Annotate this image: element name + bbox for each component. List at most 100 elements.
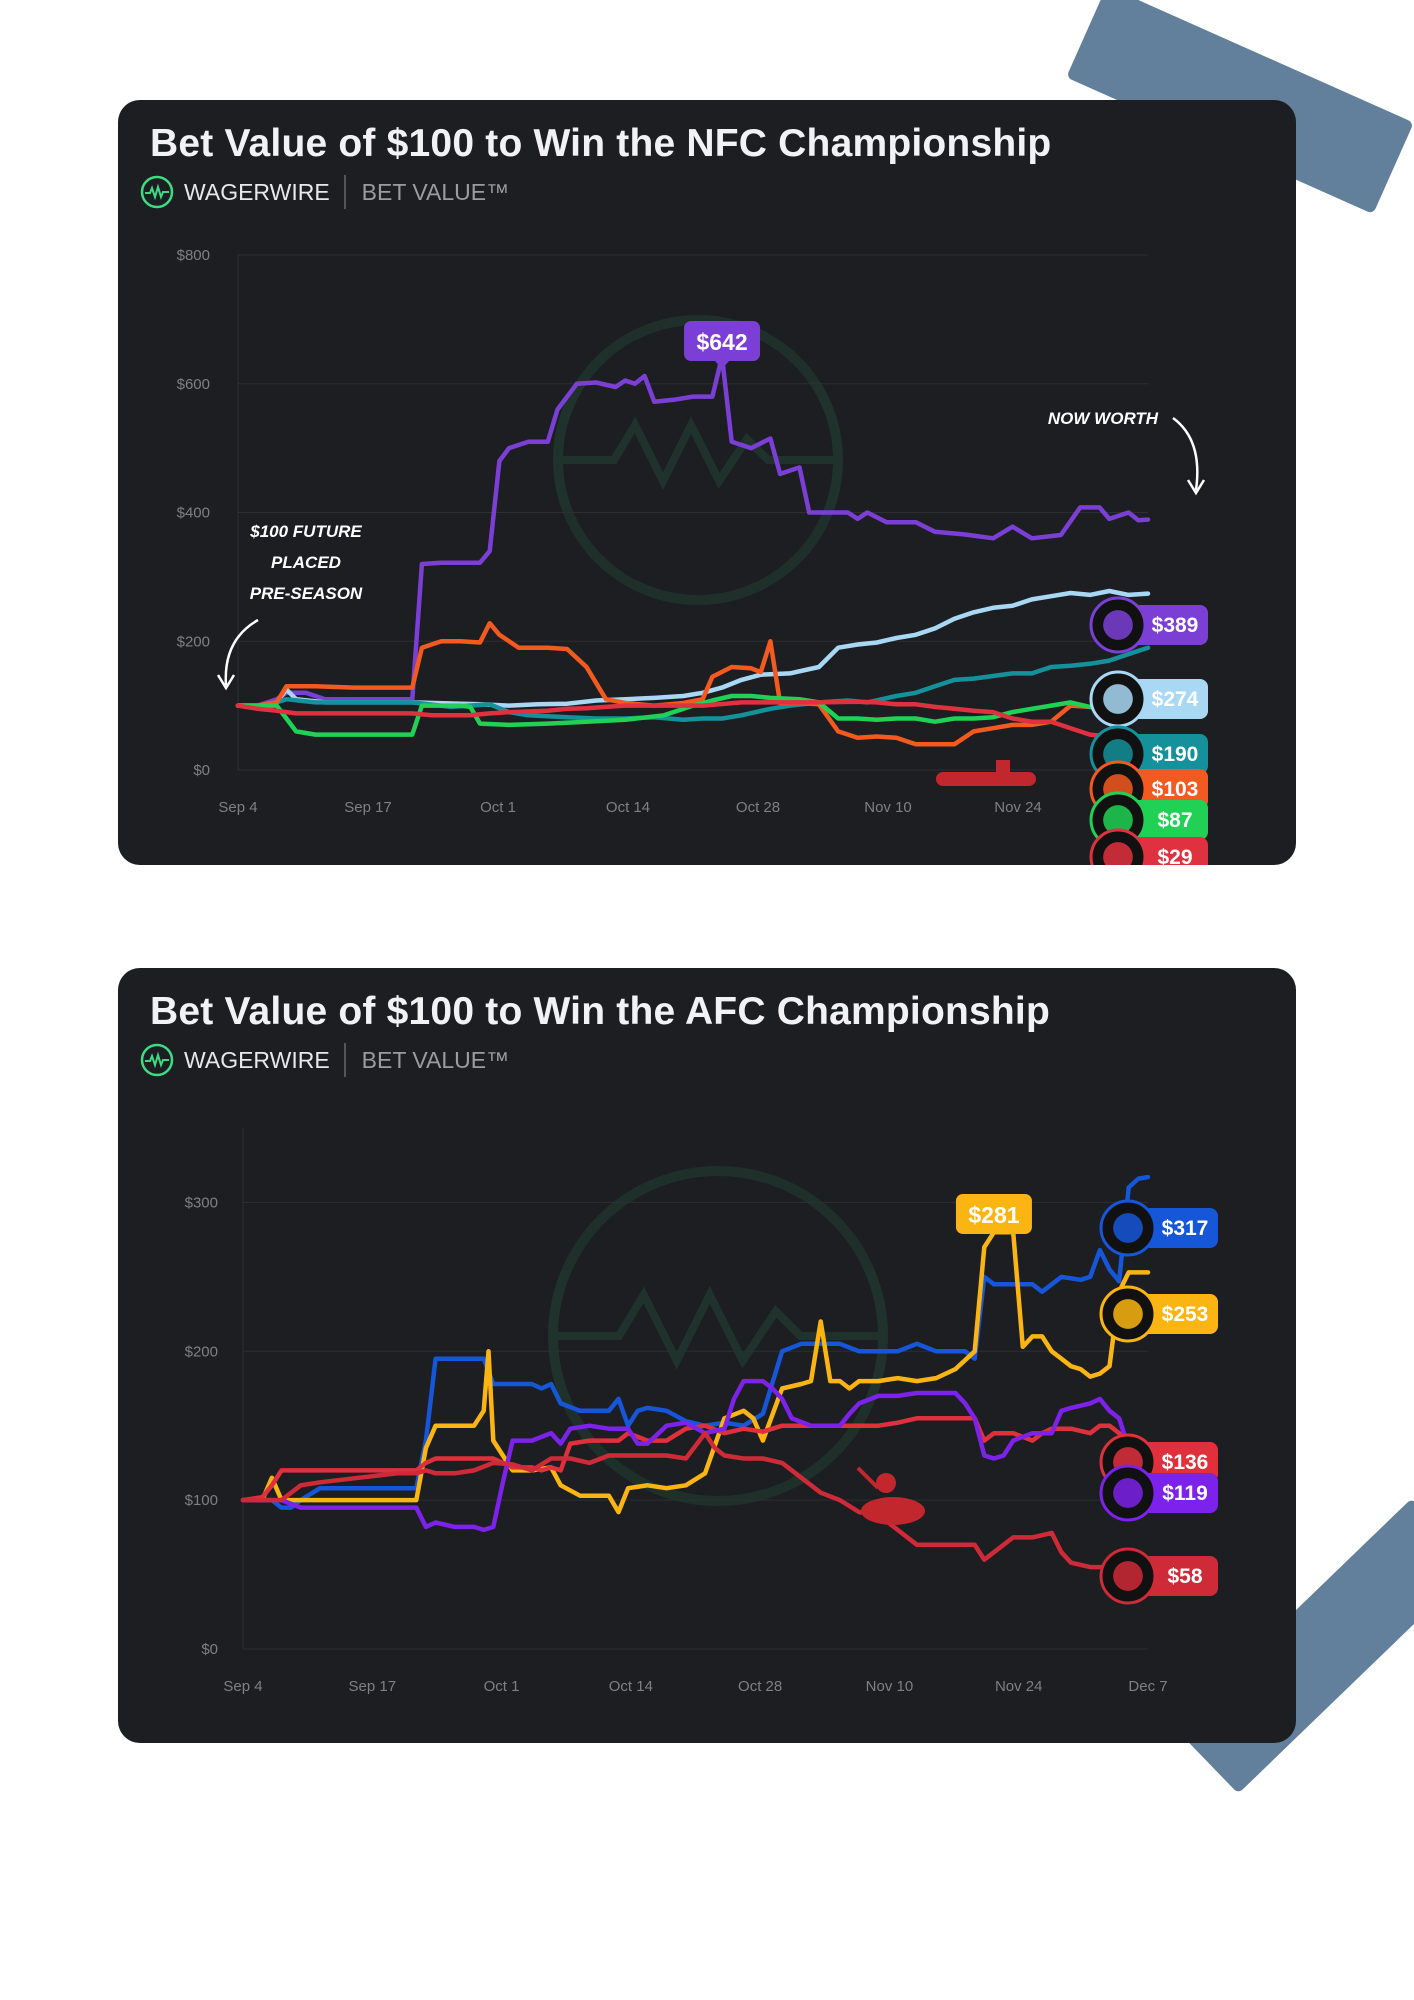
y-tick-label: $400 (177, 505, 210, 522)
end-label-ravens: $119 (1099, 1464, 1218, 1522)
x-tick-label: Oct 28 (738, 1678, 782, 1695)
end-label-value: $317 (1162, 1217, 1209, 1240)
rider-head (876, 1473, 896, 1493)
annotation-line: PRE-SEASON (250, 584, 363, 603)
packers-logo-icon-mark (1103, 805, 1133, 835)
ravens-logo-icon-mark (1113, 1478, 1143, 1508)
peak-callout: $642 (684, 321, 761, 369)
watermark-ring (548, 1166, 888, 1506)
end-label-value: $253 (1162, 1303, 1209, 1326)
callout-box (684, 321, 761, 361)
steelers-logo-icon-mark (1113, 1299, 1143, 1329)
end-label-value: $136 (1162, 1451, 1209, 1474)
nfc-chart-card: Bet Value of $100 to Win the NFC Champio… (118, 100, 1296, 865)
annotation-right: NOW WORTH (1048, 409, 1206, 496)
falcons-logo-icon-mark (1103, 842, 1133, 865)
vikings-logo-icon-mark (1103, 610, 1133, 640)
texans-logo-icon-mark (1113, 1561, 1143, 1591)
rider-arm (856, 1466, 880, 1490)
annotation-left: $100 FUTURE PLACED PRE-SEASON (216, 522, 363, 691)
x-tick-label: Dec 7 (1128, 1678, 1167, 1695)
x-tick-label: Sep 17 (344, 799, 392, 816)
x-tick-label: Sep 4 (223, 1678, 262, 1695)
series-line-texans (240, 1430, 1151, 1570)
x-tick-label: Nov 24 (994, 799, 1042, 816)
x-tick-label: Oct 1 (480, 799, 516, 816)
end-label-value: $389 (1152, 614, 1199, 637)
y-tick-label: $100 (185, 1492, 218, 1509)
end-label-value: $119 (1162, 1482, 1208, 1505)
annotation-line: PLACED (271, 553, 341, 572)
afc-line-chart: $0 $100 $200 $300 Sep 4 Sep 17 Oct 1 Oct 14 Oct … (185, 1128, 1218, 1695)
x-tick-label: Oct 14 (609, 1678, 653, 1695)
brand-divider (343, 175, 346, 209)
wagerwire-logo-icon (140, 1043, 174, 1077)
x-tick-label: Sep 17 (349, 1678, 397, 1695)
x-tick-label: Oct 28 (736, 799, 780, 816)
series-line-ravens (240, 1378, 1151, 1533)
annotation-line: NOW WORTH (1048, 409, 1159, 428)
eagles-logo-icon-mark (1103, 739, 1133, 769)
wagerwire-logo-icon (140, 175, 174, 209)
watermark-ring (553, 315, 843, 605)
y-tick-label: $200 (185, 1343, 218, 1360)
arrow-head-icon (216, 674, 236, 691)
end-label-value: $274 (1152, 688, 1199, 711)
end-label-vikings: $389 (1089, 596, 1208, 654)
nfc-line-chart: $0 $200 $400 $600 $800 Sep 4 Sep 17 Oct 1 Oct 14… (177, 247, 1208, 865)
peak-callout: $281 (955, 1194, 1032, 1234)
end-label-lions: $274 (1089, 670, 1208, 728)
bull-body (861, 1497, 925, 1525)
brand-product: BET VALUE™ (361, 1046, 510, 1073)
chart-title: Bet Value of $100 to Win the NFC Champio… (150, 122, 1052, 165)
brand-bar: WAGERWIRE BET VALUE™ (140, 172, 509, 212)
wagerwire-watermark-icon (553, 315, 843, 605)
x-tick-label: Oct 1 (484, 1678, 520, 1695)
x-tick-label: Oct 14 (606, 799, 650, 816)
bills-logo-icon-mark (1113, 1213, 1143, 1243)
lions-logo-icon-mark (1103, 684, 1133, 714)
callout-pointer (715, 361, 730, 369)
y-tick-label: $300 (185, 1194, 218, 1211)
end-label-steelers: $253 (1099, 1285, 1218, 1343)
end-label-falcons: $29 (1089, 828, 1208, 865)
series-line-packers (235, 693, 1151, 737)
series-line-vikings (235, 354, 1151, 708)
watermark-wave (558, 416, 838, 490)
x-tick-label: Nov 24 (995, 1678, 1043, 1695)
x-tick-label: Nov 10 (866, 1678, 914, 1695)
submarine-icon (936, 760, 1036, 786)
y-tick-label: $800 (177, 247, 210, 264)
callout-box (955, 1194, 1032, 1234)
x-tick-label: Nov 10 (864, 799, 912, 816)
end-label-texans: $58 (1099, 1547, 1218, 1605)
annotation-line: $100 FUTURE (249, 522, 362, 541)
end-label-value: $103 (1152, 778, 1199, 801)
y-tick-label: $0 (193, 762, 210, 779)
brand-name: WAGERWIRE (184, 1046, 330, 1073)
watermark-wave (553, 1285, 883, 1370)
callout-label: $642 (696, 329, 747, 355)
arrow-head-icon (1186, 479, 1206, 496)
chart-title: Bet Value of $100 to Win the AFC Champio… (150, 990, 1050, 1033)
submarine-hull (936, 772, 1036, 786)
y-tick-label: $0 (201, 1641, 218, 1658)
rodeo-bull-icon (856, 1466, 925, 1525)
series-line-seahawks (235, 620, 1151, 747)
end-label-value: $58 (1167, 1565, 1202, 1588)
brand-divider (343, 1043, 346, 1077)
wagerwire-watermark-icon (548, 1166, 888, 1506)
series-line-eagles (235, 645, 1151, 723)
x-tick-label: Sep 4 (218, 799, 257, 816)
annotation-arrow-left (224, 618, 259, 686)
end-label-value: $29 (1157, 846, 1192, 865)
annotation-arrow-right (1172, 416, 1199, 491)
end-label-value: $87 (1157, 809, 1192, 832)
callout-label: $281 (968, 1202, 1019, 1228)
y-tick-label: $600 (177, 376, 210, 393)
brand-product: BET VALUE™ (361, 178, 510, 205)
end-label-bills: $317 (1099, 1199, 1218, 1257)
submarine-tower (996, 760, 1010, 774)
end-label-value: $190 (1152, 743, 1199, 766)
series-line-falcons (235, 699, 1151, 754)
